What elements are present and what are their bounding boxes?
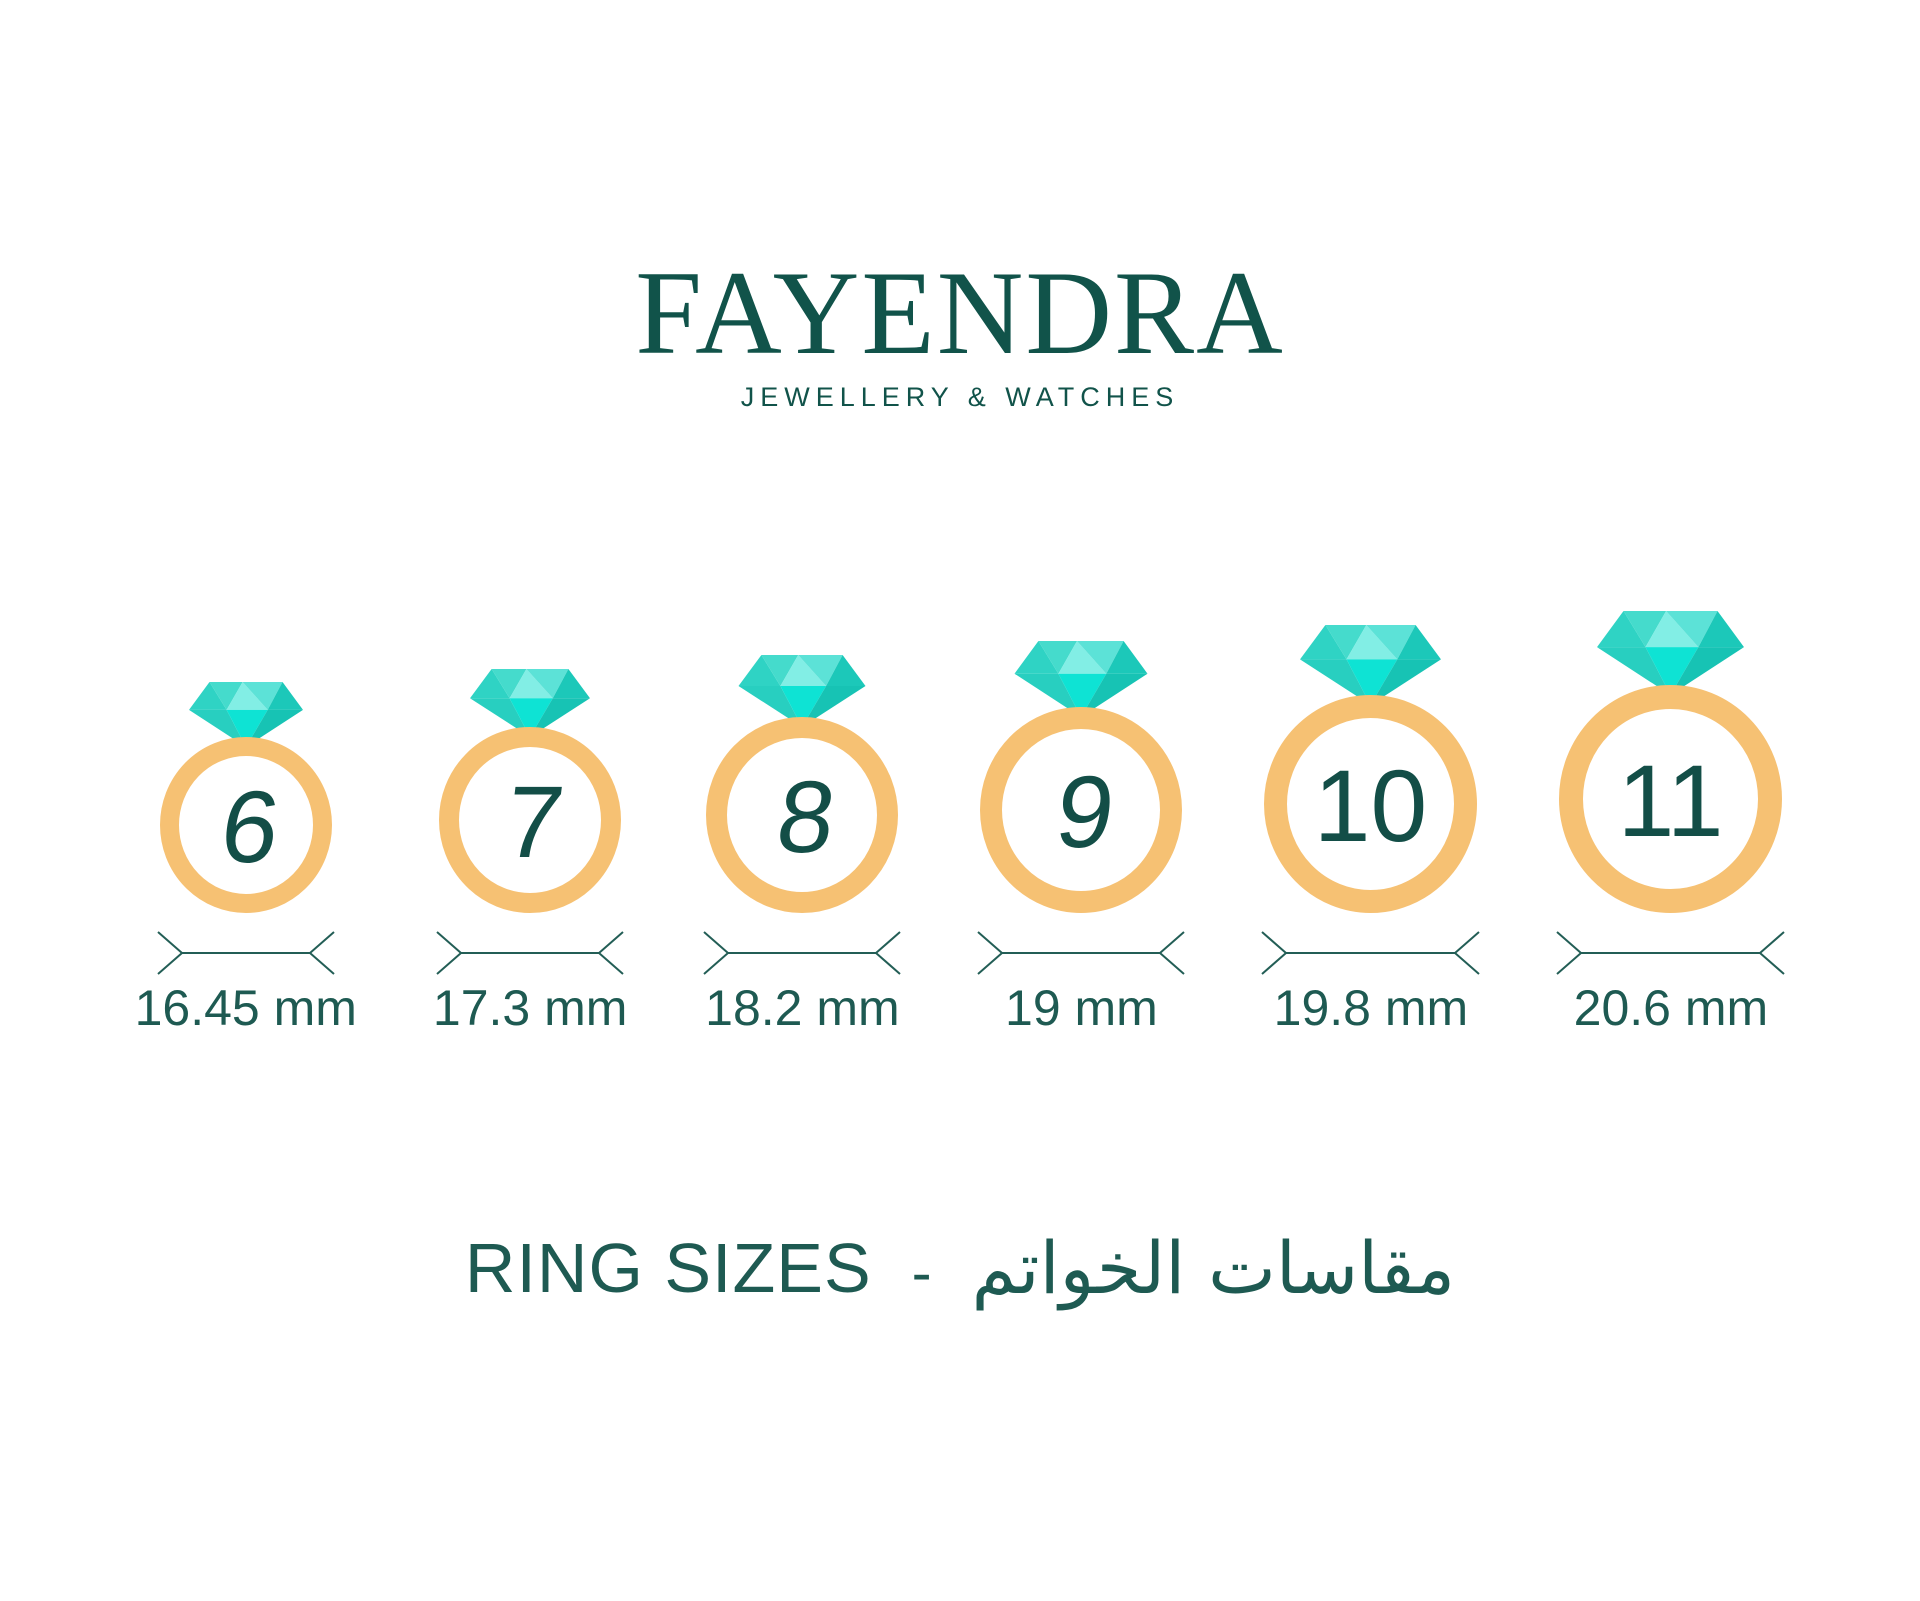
ring-icon: 10 bbox=[1264, 625, 1478, 913]
ring-diameter-value: 19 mm bbox=[1005, 980, 1158, 1036]
brand-name: FAYENDRA bbox=[635, 246, 1285, 379]
ring-icon: 8 bbox=[706, 655, 899, 913]
ring-icon: 6 bbox=[159, 682, 332, 913]
brand-logo: FAYENDRA JEWELLERY & WATCHES bbox=[0, 0, 1920, 413]
rings-row: 6 16.45 mm 7 17.3 mm 8 18.2 mm 9 19 mm 10 19.8 mm… bbox=[0, 611, 1920, 1036]
ring-icon: 7 bbox=[439, 669, 622, 913]
diamond-icon bbox=[1300, 625, 1442, 705]
ring-band bbox=[1559, 685, 1783, 913]
ring-diameter-label: 18.2 mm bbox=[705, 981, 900, 1036]
dimension-arrow-icon bbox=[1261, 931, 1481, 975]
ring-size-item: 10 19.8 mm bbox=[1261, 625, 1481, 1036]
ring-size-number: 10 bbox=[1314, 749, 1427, 863]
ring-diameter-value: 17.3 mm bbox=[432, 980, 628, 1036]
ring-band bbox=[980, 707, 1183, 913]
ring-size-item: 6 16.45 mm bbox=[135, 682, 357, 1036]
ring-diameter-label: 17.3 mm bbox=[433, 981, 628, 1036]
diamond-icon bbox=[188, 682, 303, 747]
ring-size-number: 8 bbox=[771, 759, 842, 874]
dimension-arrow-icon bbox=[977, 931, 1186, 975]
ring-diameter-value: 19.8 mm bbox=[1273, 980, 1469, 1036]
caption-separator: - bbox=[911, 1238, 932, 1306]
ring-diameter-label: 19 mm bbox=[1005, 981, 1158, 1036]
ring-size-number: 7 bbox=[499, 764, 570, 879]
ring-diameter-label: 19.8 mm bbox=[1274, 981, 1469, 1036]
caption: RING SIZES - مقاسات الخواتم bbox=[0, 1226, 1920, 1310]
ring-diameter-value: 20.6 mm bbox=[1573, 980, 1769, 1036]
brand-tagline: JEWELLERY & WATCHES bbox=[740, 382, 1180, 412]
ring-diameter-label: 20.6 mm bbox=[1574, 981, 1769, 1036]
diamond-icon bbox=[470, 669, 591, 737]
ring-size-item: 9 19 mm bbox=[977, 641, 1186, 1036]
dimension-arrow-icon bbox=[1556, 931, 1786, 975]
ring-size-item: 8 18.2 mm bbox=[703, 655, 902, 1036]
dimension-arrow-icon bbox=[436, 931, 624, 975]
ring-size-item: 7 17.3 mm bbox=[433, 669, 628, 1036]
ring-size-number: 9 bbox=[1050, 754, 1121, 869]
ring-size-number: 6 bbox=[215, 769, 286, 884]
caption-arabic: مقاسات الخواتم bbox=[971, 1226, 1456, 1310]
diamond-icon bbox=[738, 655, 866, 727]
ring-icon: 9 bbox=[980, 641, 1183, 913]
ring-band bbox=[159, 737, 332, 913]
ring-band bbox=[706, 717, 899, 913]
ring-diameter-value: 18.2 mm bbox=[705, 980, 900, 1036]
ring-diameter-label: 16.45 mm bbox=[135, 981, 357, 1036]
caption-english: RING SIZES bbox=[464, 1229, 872, 1307]
dimension-arrow-icon bbox=[157, 931, 335, 975]
ring-diameter-value: 16.45 mm bbox=[134, 980, 357, 1036]
diamond-icon bbox=[1597, 611, 1745, 695]
dimension-arrow-icon bbox=[703, 931, 902, 975]
ring-band bbox=[1264, 695, 1478, 913]
ring-size-number: 11 bbox=[1618, 744, 1724, 858]
diamond-icon bbox=[1014, 641, 1148, 717]
ring-size-item: 11 20.6 mm bbox=[1556, 611, 1786, 1036]
ring-band bbox=[439, 727, 622, 913]
ring-icon: 11 bbox=[1559, 611, 1783, 913]
